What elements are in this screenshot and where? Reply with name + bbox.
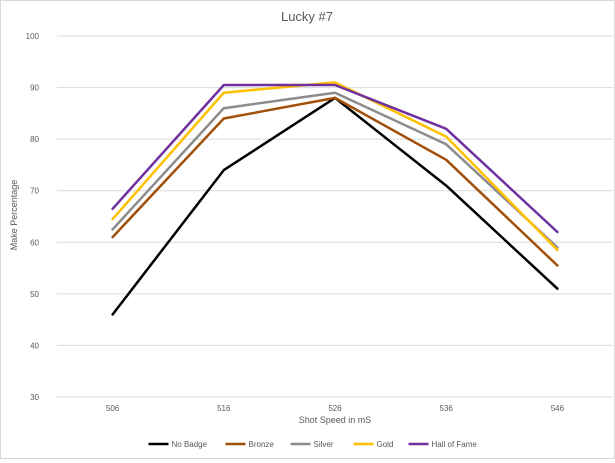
x-axis-label: Shot Speed in mS — [299, 415, 372, 425]
y-tick-label: 50 — [30, 290, 39, 299]
x-tick-label: 546 — [551, 404, 565, 413]
series-lines — [113, 82, 558, 314]
x-axis-ticks: 506 516 526 536 546 — [106, 404, 565, 413]
x-tick-label: 526 — [328, 404, 342, 413]
y-tick-label: 80 — [30, 135, 39, 144]
legend-label: No Badge — [172, 440, 208, 449]
chart-title: Lucky #7 — [281, 9, 333, 24]
y-axis-ticks: 30 40 50 60 70 80 90 100 — [26, 32, 40, 402]
gridlines — [57, 36, 613, 397]
y-tick-label: 60 — [30, 238, 39, 247]
y-tick-label: 40 — [30, 341, 39, 350]
x-tick-label: 506 — [106, 404, 120, 413]
x-tick-label: 536 — [440, 404, 454, 413]
x-tick-label: 516 — [217, 404, 231, 413]
legend-label: Bronze — [249, 440, 275, 449]
legend-label: Gold — [377, 440, 394, 449]
y-axis-label: Make Percentage — [9, 180, 19, 251]
y-tick-label: 70 — [30, 187, 39, 196]
y-tick-label: 30 — [30, 393, 39, 402]
legend: No Badge Bronze Silver Gold Hall of Fame — [149, 440, 478, 449]
y-tick-label: 90 — [30, 84, 39, 93]
y-tick-label: 100 — [26, 32, 40, 41]
series-line-no-badge — [113, 98, 558, 315]
legend-label: Hall of Fame — [432, 440, 478, 449]
legend-label: Silver — [314, 440, 334, 449]
